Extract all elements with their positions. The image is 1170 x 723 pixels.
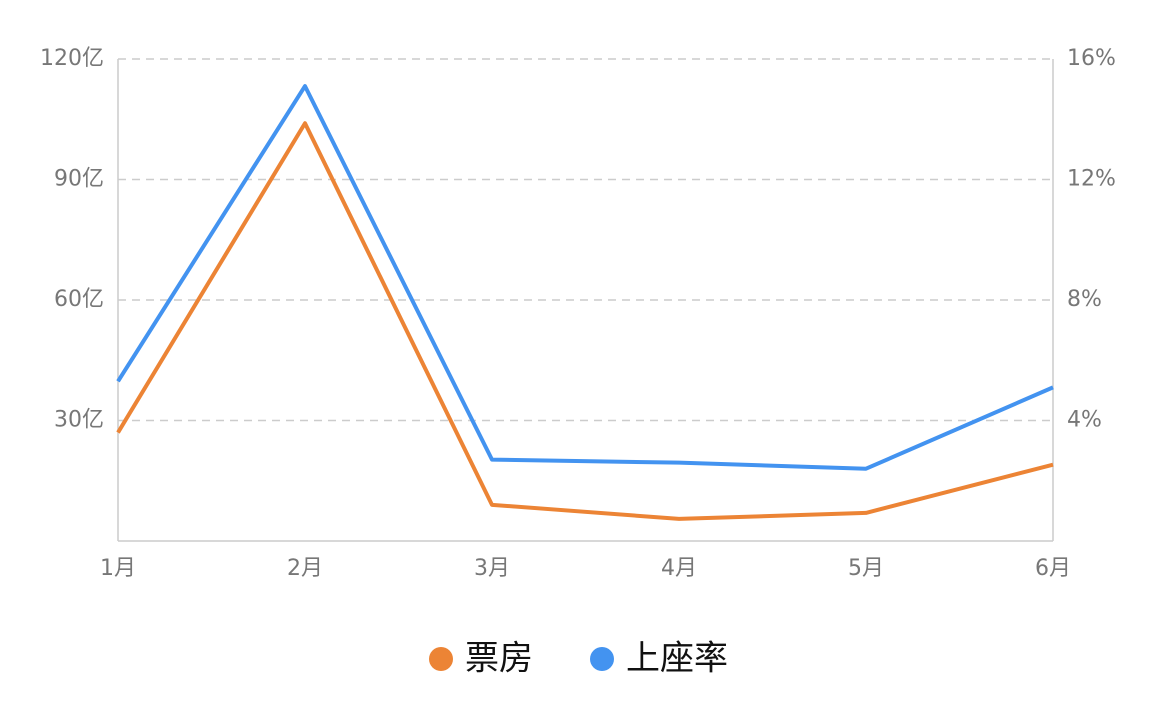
x-tick-label: 2月 [287,556,323,581]
legend-label: 上座率 [626,639,728,679]
legend-marker [429,647,453,671]
y2-tick-label: 4% [1067,408,1102,433]
x-tick-label: 5月 [848,556,884,581]
x-tick-label: 1月 [100,556,136,581]
x-tick-label: 4月 [661,556,697,581]
x-tick-label: 3月 [474,556,510,581]
y-tick-label: 120亿 [40,46,104,71]
series-line [116,84,1054,471]
y-tick-label: 60亿 [54,287,104,312]
legend-label: 票房 [465,639,533,679]
legend-marker [590,647,614,671]
y2-tick-label: 8% [1067,287,1102,312]
y2-tick-label: 16% [1067,46,1116,71]
series-line [116,121,1054,521]
x-tick-label: 6月 [1035,556,1071,581]
y2-tick-label: 12% [1067,167,1116,192]
y-tick-label: 90亿 [54,167,104,192]
y-tick-label: 30亿 [54,408,104,433]
